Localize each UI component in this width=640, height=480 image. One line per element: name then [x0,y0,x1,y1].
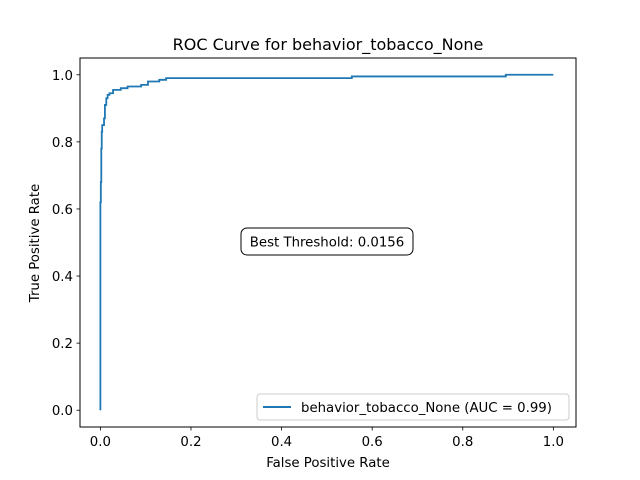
y-tick-label: 0.8 [52,136,73,151]
plot-area [79,57,577,428]
y-tick-label: 0.4 [52,270,73,285]
y-tick-label: 0.0 [52,404,73,419]
x-tick-label: 0.4 [271,435,292,450]
y-axis-label: True Positive Rate [28,184,43,303]
x-axis: 0.0 0.2 0.4 0.6 0.8 1.0 [90,427,564,450]
series-layer [99,73,554,411]
x-tick-label: 0.2 [180,435,201,450]
x-tick-label: 0.0 [90,435,111,450]
x-tick-label: 0.8 [452,435,473,450]
x-tick-label: 1.0 [543,435,564,450]
chart-title: ROC Curve for behavior_tobacco_None [173,35,484,55]
legend: behavior_tobacco_None (AUC = 0.99) [256,393,570,421]
annotation-box [240,227,414,256]
roc-curve-line [99,73,554,411]
y-tick-label: 1.0 [52,69,73,84]
plot-frame [79,57,577,428]
x-tick-label: 0.6 [362,435,383,450]
legend-box [256,393,570,421]
legend-label: behavior_tobacco_None (AUC = 0.99) [301,401,552,416]
y-tick-label: 0.6 [52,203,73,218]
y-tick-label: 0.2 [52,337,73,352]
y-axis: 0.0 0.2 0.4 0.6 0.8 1.0 [52,69,80,419]
x-axis-label: False Positive Rate [266,456,390,471]
best-threshold-annotation: Best Threshold: 0.0156 [240,227,414,256]
annotation-text: Best Threshold: 0.0156 [250,236,404,251]
